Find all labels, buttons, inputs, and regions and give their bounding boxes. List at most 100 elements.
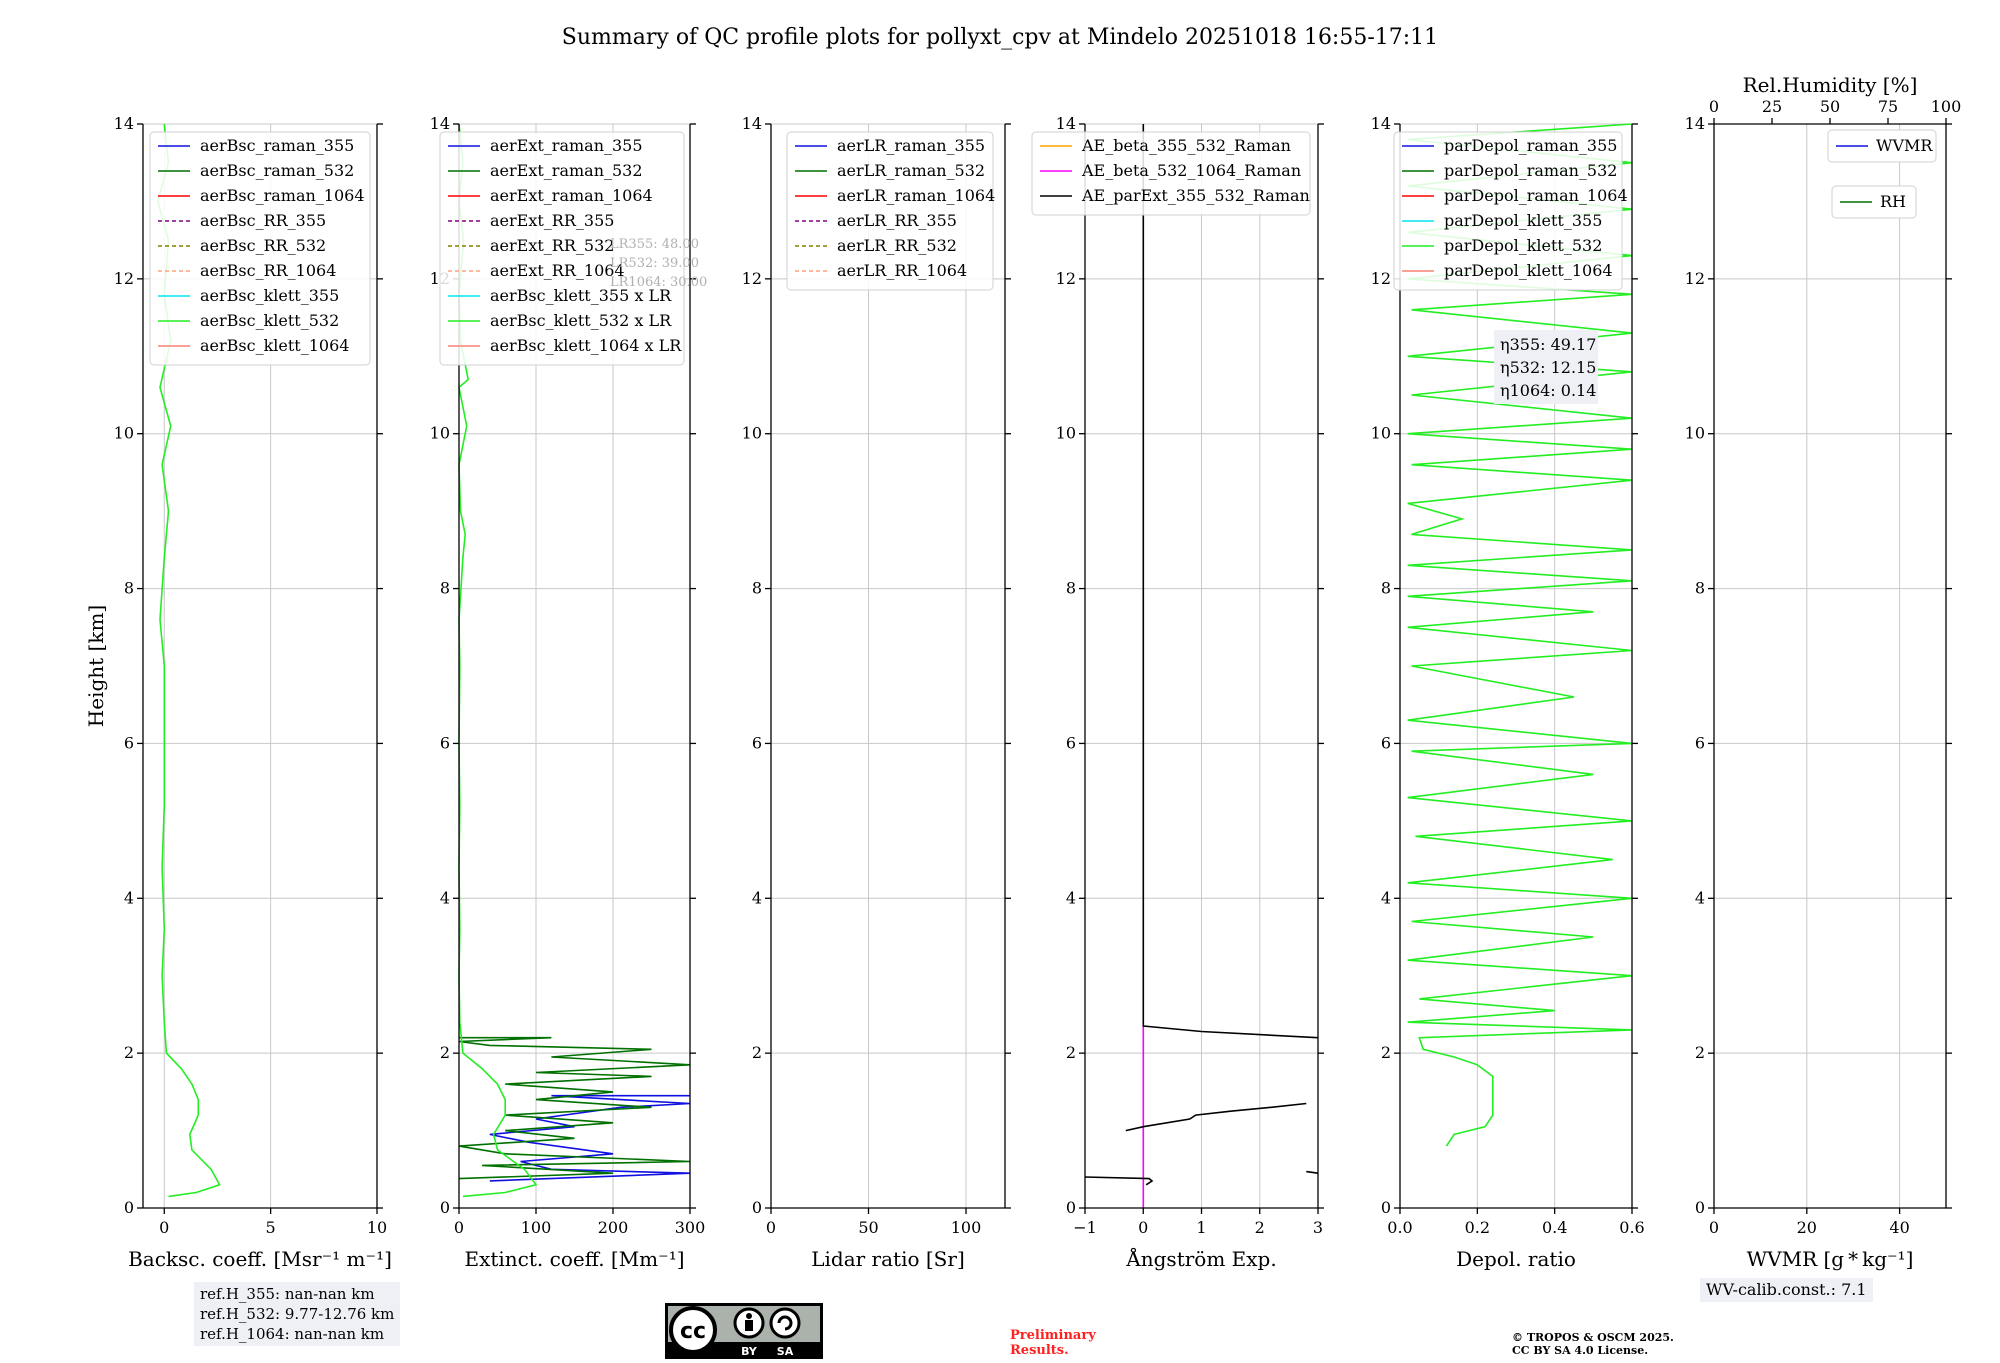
y-tick-label: 10: [1685, 424, 1705, 443]
y-tick-label: 10: [1371, 424, 1391, 443]
legend-label: aerBsc_klett_532: [200, 311, 339, 330]
legend-label: aerLR_raman_1064: [837, 186, 995, 205]
panel-backscatter: 0 2 4 6 8 10 12 14 0 5 10 Backsc. coeff. [Msr⁻¹ m⁻¹…: [84, 114, 392, 1271]
legend-label: AE_beta_532_1064_Raman: [1081, 161, 1301, 180]
legend-box: [149, 131, 371, 366]
series-aerExt_raman_532: [458, 1036, 691, 1180]
legend-label: RH: [1880, 192, 1906, 211]
y-tick-label: 8: [752, 579, 762, 598]
legend-box-wvmr: [1827, 129, 1937, 163]
y-tick-label: 2: [440, 1043, 450, 1062]
top-x-tick-label: 100: [1931, 97, 1962, 116]
y-tick-label: 2: [124, 1043, 134, 1062]
y-tick-label: 14: [1056, 114, 1076, 133]
y-tick-label: 6: [124, 733, 134, 752]
legend-label: aerExt_raman_355: [490, 136, 643, 155]
y-tick-label: 10: [1056, 424, 1076, 443]
legend-label: aerExt_RR_532: [490, 236, 614, 255]
y-tick-label: 8: [1695, 579, 1705, 598]
x-tick-label: 0.0: [1387, 1218, 1412, 1237]
legend-label: aerExt_RR_1064: [490, 261, 625, 280]
x-tick-label: 40: [1889, 1218, 1909, 1237]
legend-box: [786, 131, 994, 291]
top-x-tick-label: 0: [1709, 97, 1719, 116]
legend-label: AE_parExt_355_532_Raman: [1081, 186, 1310, 205]
y-tick-label: 4: [1066, 888, 1076, 907]
y-tick-label: 4: [1695, 888, 1705, 907]
x-axis-label: WVMR [g * kg⁻¹]: [1747, 1247, 1914, 1271]
legend-label: aerExt_raman_1064: [490, 186, 653, 205]
legend-label: aerBsc_raman_532: [200, 161, 354, 180]
ref-height-532: ref.H_532: 9.77-12.76 km: [200, 1305, 395, 1323]
x-tick-label: 0.4: [1542, 1218, 1567, 1237]
attribution-icon-head: [746, 1313, 752, 1319]
x-tick-label: 200: [598, 1218, 629, 1237]
y-tick-label: 0: [124, 1198, 134, 1217]
y-axis-label: Height [km]: [84, 605, 108, 727]
y-tick-label: 8: [1381, 579, 1391, 598]
y-tick-label: 4: [124, 888, 134, 907]
top-x-axis-label: Rel.Humidity [%]: [1743, 73, 1918, 97]
panel-depol: 0 2 4 6 8 10 12 14 0.0 0.2 0.4 0.6 Depol. ratio parDe…: [1371, 114, 1645, 1271]
legend-label: aerExt_RR_355: [490, 211, 614, 230]
x-tick-label: 0.6: [1619, 1218, 1644, 1237]
share-alike-icon: [769, 1307, 801, 1339]
x-axis-label: Depol. ratio: [1456, 1247, 1576, 1271]
y-tick-label: 0: [1066, 1198, 1076, 1217]
y-tick-label: 2: [1695, 1043, 1705, 1062]
y-tick-label: 2: [1066, 1043, 1076, 1062]
x-axis-label: Ångström Exp.: [1125, 1246, 1276, 1271]
legend-label: parDepol_klett_1064: [1444, 261, 1613, 280]
legend-label: aerBsc_klett_355 x LR: [490, 286, 672, 305]
x-axis-label: Extinct. coeff. [Mm⁻¹]: [464, 1247, 684, 1271]
y-tick-label: 14: [1685, 114, 1705, 133]
legend-label: parDepol_raman_1064: [1444, 186, 1628, 205]
x-tick-label: 20: [1797, 1218, 1817, 1237]
cc-logo-text: cc: [680, 1319, 706, 1344]
preliminary-note: Preliminary Results.: [1010, 1328, 1096, 1358]
x-tick-label: 50: [858, 1218, 878, 1237]
y-tick-label: 8: [124, 579, 134, 598]
legend-label: aerBsc_klett_355: [200, 286, 339, 305]
preliminary-line-1: Preliminary: [1010, 1328, 1096, 1343]
cc-sa-label: SA: [777, 1345, 794, 1358]
legend-label: aerLR_raman_532: [837, 161, 985, 180]
reference-heights-box: ref.H_355: nan-nan km ref.H_532: 9.77-12…: [194, 1282, 401, 1346]
top-x-tick-label: 25: [1762, 97, 1782, 116]
legend-box: [439, 131, 685, 366]
y-tick-label: 4: [440, 888, 450, 907]
legend-label: aerBsc_klett_532 x LR: [490, 311, 672, 330]
cc-logo-icon: [669, 1306, 717, 1354]
series-AE_parExt_355_532_Raman: [1306, 1170, 1319, 1174]
attribution-icon-body: [745, 1320, 753, 1331]
y-tick-label: 6: [1695, 733, 1705, 752]
cc-license-badge: cc BY SA: [665, 1303, 823, 1359]
legend-label: aerLR_raman_355: [837, 136, 985, 155]
eta-label: η532: 12.15: [1500, 358, 1596, 377]
y-tick-label: 2: [752, 1043, 762, 1062]
eta-box: [1494, 330, 1598, 404]
y-tick-label: 6: [440, 733, 450, 752]
legend-label: parDepol_raman_532: [1444, 161, 1617, 180]
y-tick-label: 8: [440, 579, 450, 598]
x-tick-label: 3: [1313, 1218, 1323, 1237]
legend-label: aerLR_RR_355: [837, 211, 957, 230]
x-tick-label: 0: [454, 1218, 464, 1237]
x-tick-label: 100: [521, 1218, 552, 1237]
legend-label: aerLR_RR_532: [837, 236, 957, 255]
top-x-tick-label: 75: [1878, 97, 1898, 116]
y-tick-label: 0: [1381, 1198, 1391, 1217]
y-tick-label: 10: [114, 424, 134, 443]
legend-box: [1393, 131, 1623, 291]
x-tick-label: 0.2: [1465, 1218, 1490, 1237]
series-AE_parExt_355_532_Raman: [1125, 1102, 1307, 1132]
wv-calibration-box: WV-calib.const.: 7.1: [1700, 1278, 1873, 1302]
x-tick-label: 5: [266, 1218, 276, 1237]
panel-lidar_ratio: 0 2 4 6 8 10 12 14 0 50 100 Lidar ratio [Sr] aerLR_r…: [742, 114, 1011, 1271]
legend-label: aerBsc_raman_1064: [200, 186, 365, 205]
y-tick-label: 12: [1371, 269, 1391, 288]
x-tick-label: 2: [1255, 1218, 1265, 1237]
